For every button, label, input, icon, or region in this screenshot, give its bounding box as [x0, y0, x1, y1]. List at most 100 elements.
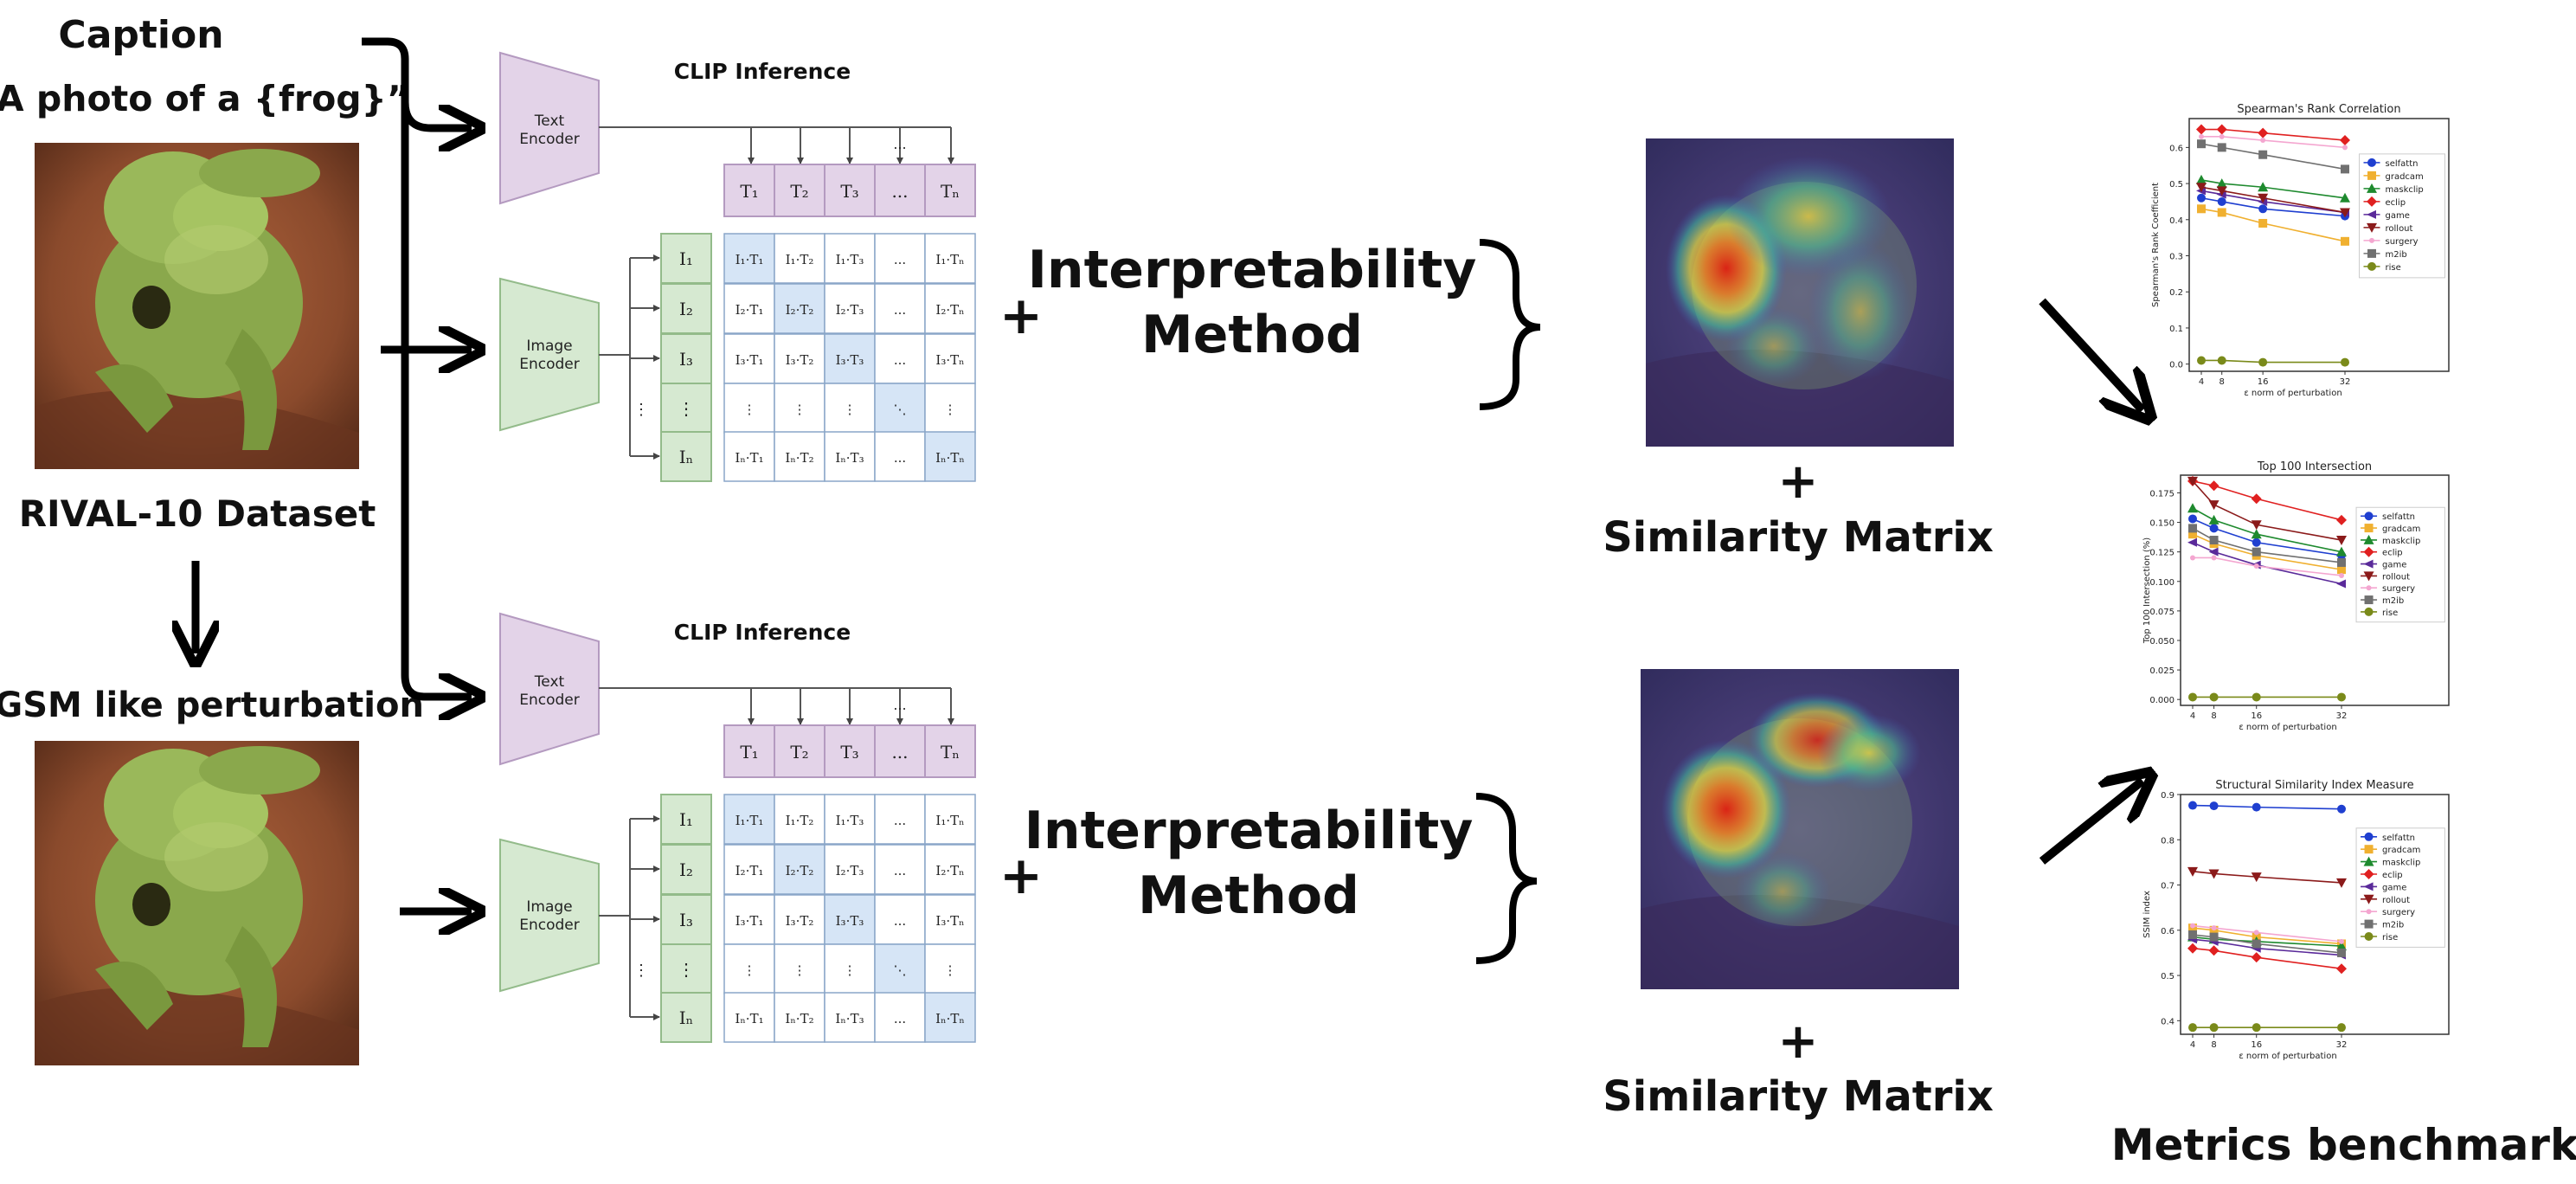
matrix-cell: [924, 333, 976, 384]
dataset-label: RIVAL-10 Dataset: [19, 492, 376, 535]
data-point-eclip: [2251, 493, 2262, 505]
matrix-cell: [774, 943, 825, 994]
data-point-gradcam: [2188, 530, 2197, 539]
t-header-cell: [774, 724, 825, 778]
y-tick-label: 0.4: [2169, 216, 2183, 226]
data-point-rollout: [2251, 872, 2262, 883]
series-line-m2ib: [2192, 934, 2342, 954]
matrix-cell-diagonal: [924, 992, 976, 1043]
data-point-maskclip: [2336, 546, 2347, 557]
i-header-label: Iₙ: [679, 1007, 694, 1028]
data-point-rollout: [2340, 208, 2350, 218]
data-point-maskclip: [2340, 192, 2350, 203]
series-line-rollout: [2192, 871, 2342, 884]
matrix-cell: [874, 333, 926, 384]
data-point-eclip: [2187, 943, 2198, 954]
series-line-selfattn: [2200, 196, 2346, 217]
legend-label: selfattn: [2382, 512, 2415, 522]
matrix-cell: [924, 233, 976, 284]
y-axis-label: SSIM index: [2142, 891, 2152, 938]
matrix-cell-label: I₂·Tₙ: [935, 863, 964, 878]
data-point-rollout: [2196, 183, 2207, 193]
legend-swatch-marker: [2367, 196, 2377, 207]
data-point-selfattn: [2209, 524, 2219, 533]
series-line-eclip: [2192, 947, 2342, 970]
matrix-cell-label: ...: [894, 1011, 906, 1026]
y-tick-label: 0.075: [2149, 608, 2175, 617]
t-header-cell: [824, 724, 876, 778]
legend-swatch-marker: [2364, 512, 2374, 521]
data-point-m2ib: [2337, 948, 2346, 957]
i-header-cell: [660, 431, 712, 482]
frog-image-original: [35, 143, 359, 469]
text-bus-dots: ...: [893, 136, 906, 152]
series-line-eclip: [2192, 480, 2342, 521]
matrix-cell-label: ⋮: [944, 962, 957, 978]
data-point-maskclip: [2196, 174, 2207, 184]
legend-swatch-marker: [2363, 559, 2374, 569]
x-tick-label: 4: [2199, 377, 2204, 387]
y-tick-label: 0.000: [2149, 696, 2175, 705]
matrix-cell: [723, 894, 775, 945]
matrix-cell: [824, 844, 876, 895]
data-point-surgery: [2339, 938, 2344, 944]
data-point-rise: [2209, 1023, 2219, 1033]
legend-swatch-marker: [2363, 894, 2374, 904]
data-point-m2ib: [2197, 139, 2206, 149]
matrix-cell-label: I₂·T₂: [786, 863, 814, 878]
legend-swatch-marker: [2367, 183, 2377, 193]
data-point-eclip: [2208, 945, 2219, 956]
x-tick-label: 16: [2251, 1040, 2262, 1050]
data-point-surgery: [2339, 572, 2344, 578]
i-header-label: I₁: [679, 809, 693, 830]
matrix-cell-diagonal: [824, 333, 876, 384]
legend-swatch-marker: [2367, 209, 2376, 219]
data-point-selfattn: [2252, 537, 2261, 547]
matrix-cell-label: Iₙ·T₁: [735, 1011, 763, 1026]
data-point-m2ib: [2252, 939, 2261, 949]
data-point-game: [2336, 579, 2346, 589]
matrix-cell-label: ...: [894, 913, 906, 929]
matrix-cell-label: I₃·Tₙ: [935, 352, 964, 368]
matrix-cell-label: I₁·T₁: [736, 813, 764, 828]
t-header-label: Tₙ: [941, 742, 960, 763]
benchmark-label: Metrics benchmark: [2111, 1120, 2576, 1170]
data-point-gradcam: [2337, 565, 2346, 575]
text-encoder-label-2: Encoder: [519, 692, 580, 709]
data-point-selfattn: [2252, 802, 2261, 812]
matrix-cell: [824, 233, 876, 284]
matrix-cell-label: ⋮: [844, 962, 857, 978]
data-point-maskclip: [2187, 503, 2198, 513]
curly-brace-bottom: [1475, 793, 1538, 964]
matrix-cell-label: ⋮: [844, 402, 857, 417]
data-point-eclip: [2216, 124, 2227, 135]
data-point-rise: [2188, 692, 2197, 702]
image-encoder-label-2: Encoder: [519, 356, 580, 373]
i-header-label: ⋮: [678, 398, 695, 419]
data-point-selfattn: [2188, 801, 2197, 810]
legend-label: m2ib: [2382, 596, 2404, 606]
matrix-cell-label: I₃·T₂: [786, 913, 814, 929]
data-point-surgery: [2253, 563, 2259, 569]
data-point-rollout: [2208, 869, 2219, 879]
matrix-cell-diagonal: [774, 844, 825, 895]
caption-label: Caption: [58, 13, 223, 57]
method-line2-top: Method: [1141, 305, 1363, 365]
legend-label: m2ib: [2382, 921, 2404, 930]
i-header-label: I₂: [679, 299, 693, 319]
legend-swatch-marker: [2367, 222, 2377, 233]
matrix-cell: [723, 943, 775, 994]
data-point-m2ib: [2188, 930, 2197, 940]
matrix-cell: [924, 894, 976, 945]
curly-brace-top: [1479, 239, 1541, 410]
x-axis-label: ε norm of perturbation: [2239, 1052, 2336, 1061]
matrix-cell-label: Iₙ·T₁: [735, 450, 763, 466]
heatmap-image-top: [1646, 138, 1954, 447]
matrix-cell: [924, 283, 976, 334]
t-header-label: T₃: [840, 742, 858, 763]
clip-inference-top: CLIP InferenceTextEncoderImageEncoder...…: [499, 51, 976, 482]
image-encoder-label-1: Image: [526, 898, 572, 916]
data-point-surgery: [2199, 133, 2204, 139]
series-line-surgery: [2192, 924, 2342, 943]
y-tick-label: 0.8: [2161, 836, 2175, 846]
